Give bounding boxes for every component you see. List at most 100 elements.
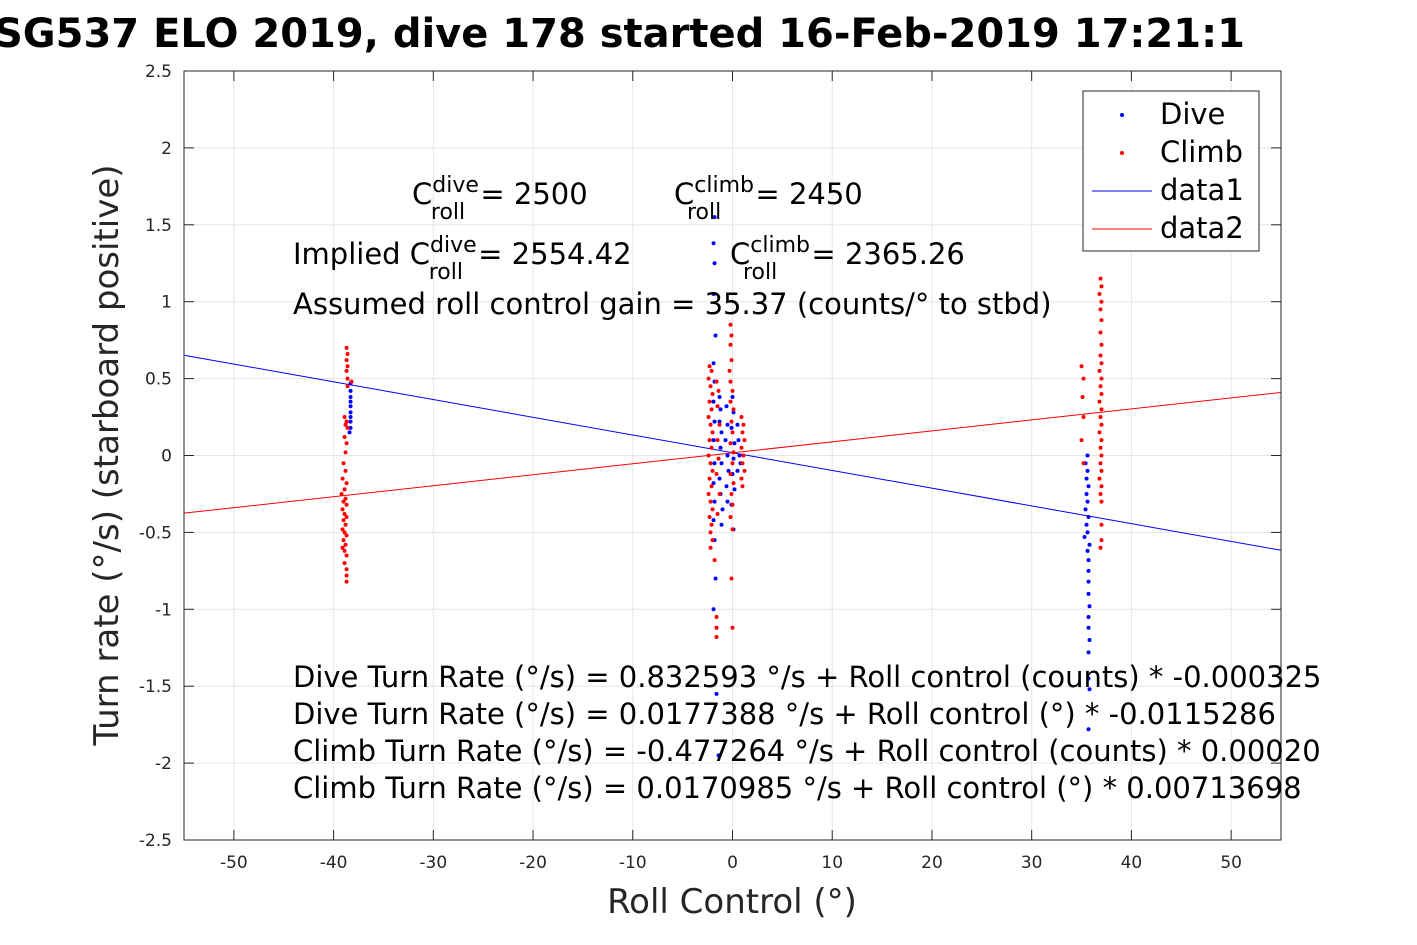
point-climb — [708, 461, 713, 466]
equation-climb-degrees: Climb Turn Rate (°/s) = 0.0170985 °/s + … — [293, 771, 1302, 805]
implied-dive-prefix: Implied C — [293, 237, 430, 271]
point-dive — [732, 487, 737, 492]
annotation-implied-climb: Cclimb roll = 2365.26 — [730, 233, 965, 285]
point-dive — [1086, 568, 1091, 573]
point-dive — [732, 441, 737, 446]
point-climb — [1099, 484, 1104, 489]
point-dive — [712, 419, 717, 424]
point-dive — [348, 419, 353, 424]
point-dive — [736, 438, 741, 443]
point-dive — [1087, 604, 1092, 609]
point-climb — [1080, 395, 1085, 400]
c-dive-sub: roll — [431, 200, 465, 225]
point-dive — [1084, 522, 1089, 527]
y-tick-label: 2 — [161, 139, 172, 159]
point-climb — [716, 456, 721, 461]
point-dive — [724, 484, 729, 489]
point-climb — [345, 351, 350, 356]
point-climb — [710, 430, 715, 435]
point-climb — [344, 358, 349, 363]
point-climb — [1099, 468, 1104, 473]
point-climb — [342, 548, 347, 553]
point-dive — [1086, 614, 1091, 619]
c-climb-sup: climb — [694, 173, 754, 198]
point-climb — [715, 511, 720, 516]
point-climb — [340, 476, 345, 481]
annotation-equations: Dive Turn Rate (°/s) = 0.832593 °/s + Ro… — [293, 660, 1321, 805]
point-climb — [1098, 545, 1103, 550]
point-dive — [1085, 499, 1090, 504]
point-dive — [1086, 558, 1091, 563]
point-dive — [719, 430, 724, 435]
point-climb — [340, 545, 345, 550]
point-dive — [348, 395, 353, 400]
x-axis-ticks: -50 -40 -30 -20 -10 0 10 20 30 40 50 — [220, 71, 1242, 873]
point-climb — [340, 507, 345, 512]
point-climb — [343, 450, 348, 455]
equation-climb-counts: Climb Turn Rate (°/s) = -0.477264 °/s + … — [293, 734, 1321, 768]
point-dive — [348, 425, 353, 430]
point-climb — [345, 364, 350, 369]
point-dive — [711, 438, 716, 443]
point-climb — [344, 515, 349, 520]
y-tick-label: 1 — [161, 293, 172, 313]
point-climb — [341, 538, 346, 543]
point-dive — [1087, 687, 1092, 692]
point-climb — [728, 441, 733, 446]
point-climb — [1098, 276, 1103, 281]
x-tick-label: -10 — [619, 853, 647, 873]
point-climb — [730, 625, 735, 630]
point-dive — [1085, 548, 1090, 553]
point-climb — [730, 502, 735, 507]
point-climb — [343, 542, 348, 547]
x-tick-label: -40 — [320, 853, 348, 873]
point-climb — [1099, 284, 1104, 289]
point-climb — [341, 461, 346, 466]
point-dive — [711, 241, 716, 246]
point-dive — [711, 607, 716, 612]
point-dive — [347, 430, 352, 435]
point-climb — [342, 487, 347, 492]
point-dive — [726, 468, 731, 473]
point-climb — [1079, 364, 1084, 369]
point-climb — [729, 576, 734, 581]
point-dive — [718, 407, 723, 412]
point-climb — [1081, 376, 1086, 381]
point-climb — [1098, 353, 1103, 358]
point-climb — [1099, 522, 1104, 527]
point-climb — [741, 453, 746, 458]
point-climb — [343, 422, 348, 427]
point-dive — [731, 410, 736, 415]
point-climb — [344, 579, 349, 584]
point-climb — [730, 527, 735, 532]
point-climb — [731, 407, 736, 412]
equation-dive-degrees: Dive Turn Rate (°/s) = 0.0177388 °/s + R… — [293, 697, 1276, 731]
point-climb — [708, 384, 713, 389]
point-dive — [1087, 638, 1092, 643]
point-climb — [344, 553, 349, 558]
equation-dive-counts: Dive Turn Rate (°/s) = 0.832593 °/s + Ro… — [293, 660, 1321, 694]
point-climb — [730, 461, 735, 466]
y-tick-label: 0 — [161, 447, 172, 467]
point-climb — [1099, 318, 1104, 323]
point-dive — [1086, 650, 1091, 655]
point-climb — [708, 545, 713, 550]
point-dive — [716, 753, 721, 758]
point-dive — [1084, 491, 1089, 496]
point-climb — [731, 481, 736, 486]
point-climb — [344, 502, 349, 507]
point-climb — [341, 499, 346, 504]
point-climb — [344, 567, 349, 572]
point-climb — [741, 422, 746, 427]
point-dive — [712, 499, 717, 504]
point-dive — [711, 292, 716, 297]
legend-label-dive: Dive — [1160, 97, 1225, 131]
implied-climb-letter: C — [730, 237, 750, 271]
point-climb — [729, 491, 734, 496]
point-dive — [348, 399, 353, 404]
point-climb — [708, 499, 713, 504]
point-dive — [719, 522, 724, 527]
point-climb — [1081, 415, 1086, 420]
point-climb — [1097, 476, 1102, 481]
